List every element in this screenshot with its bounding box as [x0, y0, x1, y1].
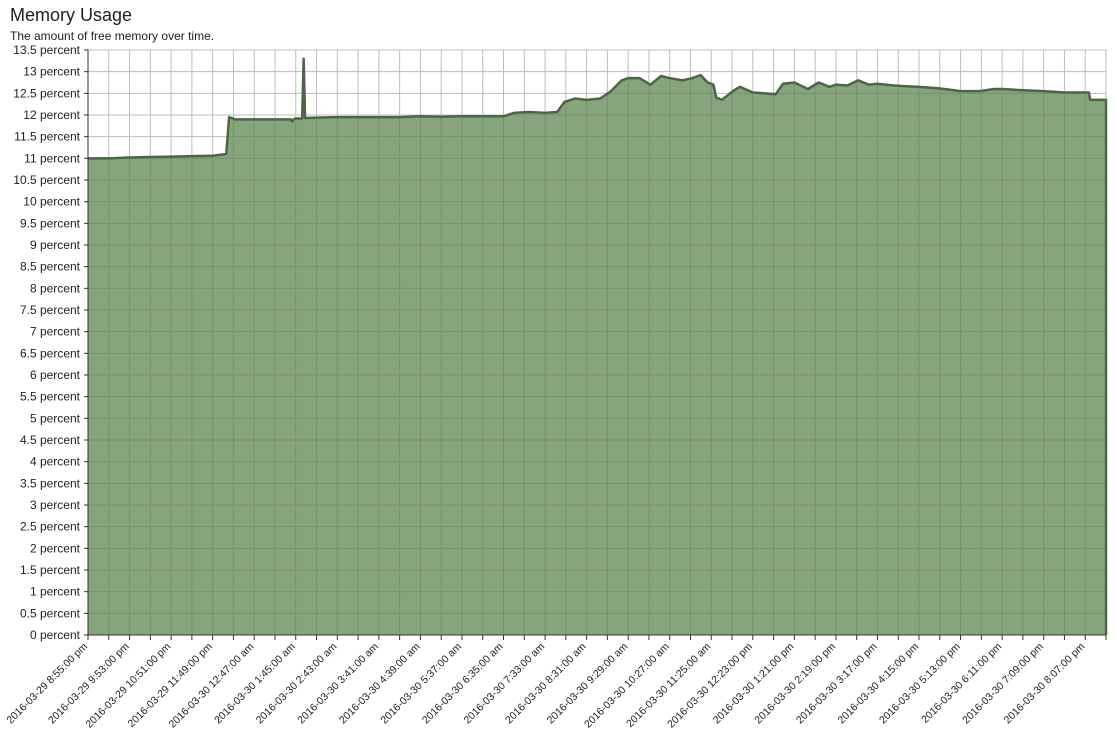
x-tick-label: 2016-03-30 12:47:00 am	[167, 640, 257, 730]
x-tick-label: 2016-03-29 10:51:00 pm	[83, 640, 173, 730]
x-tick-label: 2016-03-30 3:17:00 pm	[794, 640, 880, 726]
y-tick-label: 12.5 percent	[13, 86, 80, 100]
x-tick-label: 2016-03-30 5:37:00 am	[378, 640, 464, 726]
y-tick-label: 2 percent	[30, 541, 81, 555]
x-tick-label: 2016-03-30 1:21:00 pm	[711, 640, 797, 726]
x-tick-label: 2016-03-29 11:49:00 pm	[126, 640, 215, 729]
x-tick-label: 2016-03-30 8:07:00 pm	[1002, 640, 1088, 726]
x-tick-label: 2016-03-30 6:11:00 pm	[919, 640, 1004, 725]
x-tick-label: 2016-03-30 11:25:00 am	[624, 640, 713, 729]
x-tick-label: 2016-03-30 2:19:00 pm	[752, 640, 838, 726]
y-axis-labels: 0 percent 0.5 percent 1 percent 1.5 percent…	[13, 43, 80, 642]
y-tick-label: 6.5 percent	[20, 346, 81, 360]
y-tick-label: 1.5 percent	[20, 563, 81, 577]
x-tick-label: 2016-03-29 9:53:00 pm	[46, 640, 132, 726]
y-tick-label: 11.5 percent	[14, 130, 80, 144]
y-tick-label: 12 percent	[23, 108, 80, 122]
chart-subtitle: The amount of free memory over time.	[10, 29, 215, 43]
y-tick-label: 3 percent	[30, 498, 81, 512]
y-tick-label: 6 percent	[30, 368, 81, 382]
x-tick-label: 2016-03-30 7:33:00 am	[462, 640, 548, 726]
series-line	[88, 57, 1108, 635]
chart-title: Memory Usage	[10, 5, 133, 25]
y-tick-label: 8.5 percent	[20, 260, 81, 274]
x-tick-label: 2016-03-30 10:27:00 am	[582, 640, 672, 730]
y-tick-label: 4 percent	[30, 455, 81, 469]
y-tick-label: 2.5 percent	[20, 520, 81, 534]
x-tick-label: 2016-03-30 2:43:00 am	[254, 640, 340, 726]
x-tick-label: 2016-03-30 8:31:00 am	[503, 640, 589, 726]
y-tick-label: 11 percent	[24, 151, 80, 165]
x-tick-label: 2016-03-30 5:13:00 pm	[877, 640, 963, 726]
y-tick-label: 7 percent	[30, 325, 81, 339]
y-tick-label: 3.5 percent	[20, 476, 81, 490]
y-tick-label: 4.5 percent	[20, 433, 81, 447]
x-tick-label: 2016-03-29 8:55:00 pm	[4, 640, 90, 726]
series-area-group	[87, 49, 1108, 636]
series-area	[88, 58, 1106, 636]
x-tick-label: 2016-03-30 9:29:00 am	[545, 640, 631, 726]
x-tick-label: 2016-03-30 4:39:00 am	[337, 640, 423, 726]
y-tick-label: 5.5 percent	[20, 390, 81, 404]
axes	[84, 49, 1107, 640]
y-tick-label: 10.5 percent	[13, 173, 80, 187]
y-tick-label: 0 percent	[30, 628, 81, 642]
y-tick-label: 9.5 percent	[20, 216, 81, 230]
x-tick-label: 2016-03-30 4:15:00 pm	[835, 640, 921, 726]
y-tick-label: 5 percent	[30, 411, 81, 425]
x-tick-label: 2016-03-30 1:45:00 am	[212, 640, 298, 726]
y-tick-label: 9 percent	[30, 238, 81, 252]
x-tick-label: 2016-03-30 6:35:00 am	[420, 640, 506, 726]
y-tick-label: 0.5 percent	[20, 606, 81, 620]
y-tick-label: 1 percent	[30, 585, 81, 599]
x-tick-label: 2016-03-30 3:41:00 am	[295, 640, 381, 726]
y-tick-label: 13 percent	[23, 65, 80, 79]
y-tick-label: 13.5 percent	[13, 43, 80, 57]
x-tick-label: 2016-03-30 7:09:00 pm	[960, 640, 1046, 726]
y-tick-label: 8 percent	[30, 281, 81, 295]
y-tick-label: 10 percent	[23, 195, 80, 209]
y-tick-label: 7.5 percent	[20, 303, 81, 317]
x-tick-label: 2016-03-30 12:23:00 pm	[665, 640, 755, 730]
